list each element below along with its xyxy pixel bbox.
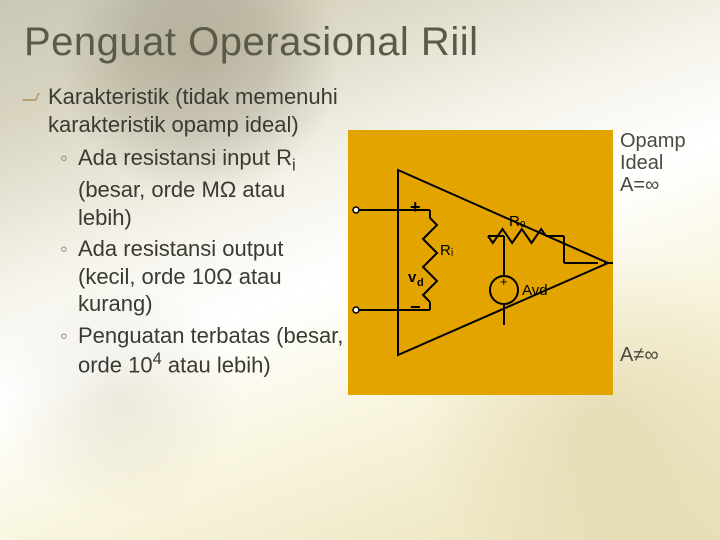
svg-text:v: v [408,269,417,286]
opamp-diagram: + − vd Rᵢ Rₒ + Avd [348,130,613,395]
svg-text:+: + [500,274,508,289]
text-column: Karakteristik (tidak memenuhi karakteris… [24,83,344,383]
svg-text:Rₒ: Rₒ [509,213,526,230]
annotation-ideal: Opamp Ideal A=∞ [620,130,710,196]
svg-text:+: + [410,197,421,217]
svg-text:Rᵢ: Rᵢ [440,242,453,259]
sub-a-subscript: i [292,156,296,174]
opamp-svg-wrap: + − vd Rᵢ Rₒ + Avd [348,130,613,395]
slide-content: Penguat Operasional Riil Karakteristik (… [0,0,720,540]
anno-top-line1: Opamp Ideal [620,130,686,174]
annotation-nonideal: A≠∞ [620,344,710,367]
sub-item-c: Penguatan terbatas (besar, orde 104 atau… [66,322,344,379]
sub-c-sup: 4 [153,350,162,368]
sub-item-a: Ada resistansi input Ri (besar, orde MΩ … [66,144,344,231]
svg-text:−: − [410,297,421,317]
sub-a-post: (besar, orde MΩ atau lebih) [78,177,285,230]
opamp-svg: + − vd Rᵢ Rₒ + Avd [348,130,613,395]
sub-list: Ada resistansi input Ri (besar, orde MΩ … [24,144,344,379]
page-title: Penguat Operasional Riil [24,20,696,65]
svg-text:d: d [417,277,424,289]
sub-item-b: Ada resistansi output (kecil, orde 10Ω a… [66,235,344,318]
bullet-lead: Karakteristik (tidak memenuhi karakteris… [24,83,344,138]
svg-text:Avd: Avd [522,282,548,299]
sub-c-post: atau lebih) [162,352,271,377]
annotation-column: Opamp Ideal A=∞ A≠∞ [620,130,710,367]
sub-a-pre: Ada resistansi input R [78,145,292,170]
anno-top-line2: A=∞ [620,174,659,196]
